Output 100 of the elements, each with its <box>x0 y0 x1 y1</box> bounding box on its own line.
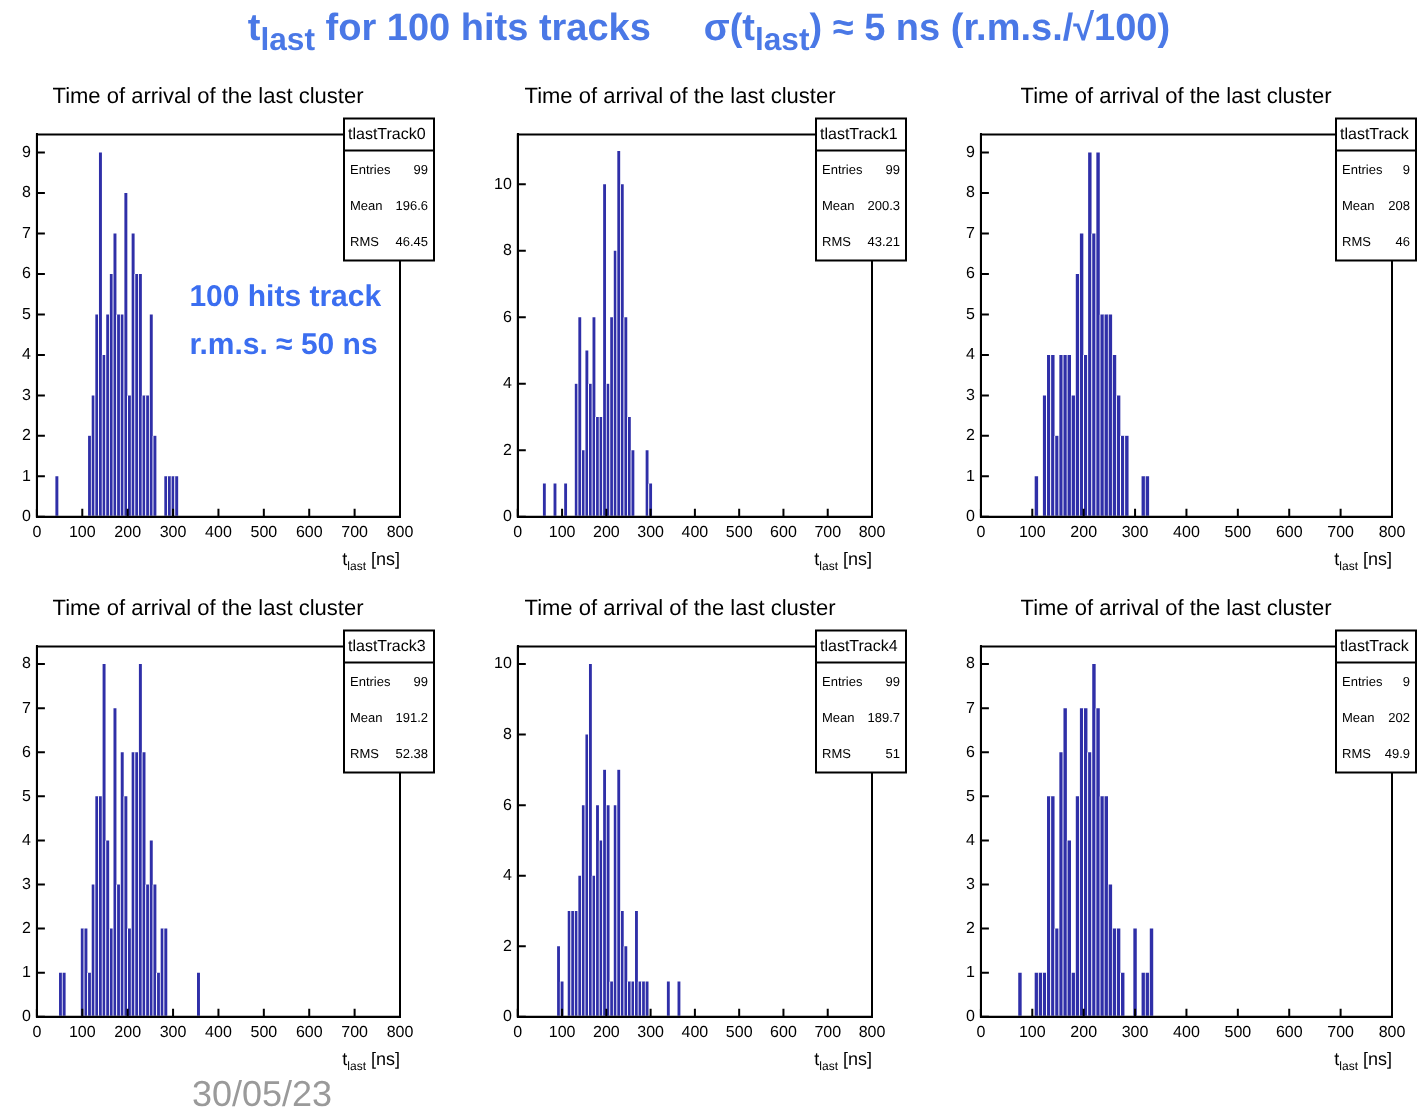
annotation: tlastTrack1 <box>820 124 899 143</box>
x-tick-label: 100 <box>548 1022 577 1041</box>
x-tick-label: 600 <box>1275 1022 1304 1041</box>
y-tick-label: 2 <box>965 426 976 445</box>
chart-title: Time of arrival of the last cluster <box>52 85 365 110</box>
x-tick-label: 600 <box>1275 522 1304 541</box>
y-tick-label: 5 <box>21 786 32 805</box>
y-tick-label: 2 <box>21 919 32 938</box>
y-tick-label: 4 <box>502 374 513 393</box>
y-tick-label: 4 <box>965 345 976 364</box>
x-tick-label: 700 <box>1327 1022 1356 1041</box>
x-tick-label: 600 <box>770 1022 798 1041</box>
y-tick-label: 2 <box>965 919 976 938</box>
y-tick-label: 5 <box>965 786 976 805</box>
y-tick-label: 1 <box>965 466 976 485</box>
y-tick-label: 7 <box>965 223 976 242</box>
y-tick-label: 4 <box>502 866 513 885</box>
y-tick-label: 0 <box>502 507 513 526</box>
x-tick-label: 600 <box>295 522 324 541</box>
x-tick-label: 500 <box>725 522 754 541</box>
y-tick-label: 6 <box>21 264 32 283</box>
y-tick-label: 5 <box>965 304 976 323</box>
x-tick-label: 200 <box>592 1022 621 1041</box>
x-tick-label: 600 <box>770 522 798 541</box>
x-tick-label: 400 <box>1173 522 1201 541</box>
x-tick-label: 400 <box>1173 1022 1201 1041</box>
x-tick-label: 100 <box>1018 1022 1047 1041</box>
x-tick-label: 500 <box>1224 522 1253 541</box>
y-tick-label: 5 <box>21 304 32 323</box>
x-tick-label: 700 <box>1327 522 1356 541</box>
y-tick-label: 0 <box>21 507 32 526</box>
x-tick-label: 700 <box>341 522 370 541</box>
x-tick-label: 400 <box>681 1022 710 1041</box>
x-tick-label: 800 <box>386 522 415 541</box>
y-tick-label: 9 <box>965 143 976 162</box>
y-tick-label: 2 <box>502 440 513 459</box>
y-tick-label: 2 <box>502 936 513 955</box>
y-tick-label: 1 <box>21 963 32 982</box>
x-tick-label: 800 <box>386 1022 415 1041</box>
y-tick-label: 7 <box>21 698 32 717</box>
x-tick-label: 400 <box>205 522 233 541</box>
x-tick-label: 500 <box>250 1022 279 1041</box>
y-tick-label: 8 <box>21 654 32 673</box>
x-tick-label: 800 <box>858 522 887 541</box>
chart-title: Time of arrival of the last cluster <box>524 597 837 622</box>
y-tick-label: 8 <box>965 183 976 202</box>
y-tick-label: 3 <box>965 874 976 893</box>
x-tick-label: 300 <box>1121 522 1150 541</box>
x-tick-label: 100 <box>548 522 577 541</box>
x-tick-label: 500 <box>1224 1022 1253 1041</box>
y-tick-label: 4 <box>21 830 32 849</box>
y-tick-label: 0 <box>502 1007 513 1026</box>
x-tick-label: 300 <box>637 1022 666 1041</box>
y-tick-label: 8 <box>21 183 32 202</box>
y-tick-label: 7 <box>965 698 976 717</box>
y-tick-label: 4 <box>21 345 32 364</box>
y-tick-label: 3 <box>965 385 976 404</box>
y-tick-label: 6 <box>21 742 32 761</box>
x-tick-label: 300 <box>159 1022 188 1041</box>
y-tick-label: 0 <box>965 1007 976 1026</box>
x-tick-label: 200 <box>114 1022 143 1041</box>
y-tick-label: 6 <box>502 795 513 814</box>
annotation: tlastTrack4 <box>820 636 899 655</box>
x-tick-label: 800 <box>1378 1022 1407 1041</box>
x-tick-label: 500 <box>725 1022 754 1041</box>
x-tick-label: 700 <box>814 1022 843 1041</box>
y-tick-label: 10 <box>493 174 513 193</box>
x-tick-label: 800 <box>1378 522 1407 541</box>
x-tick-label: 100 <box>68 522 97 541</box>
x-tick-label: 200 <box>114 522 143 541</box>
y-tick-label: 6 <box>502 307 513 326</box>
annotation: tlastTrack <box>1340 636 1411 655</box>
x-tick-label: 100 <box>68 1022 97 1041</box>
x-tick-label: 700 <box>341 1022 370 1041</box>
y-tick-label: 0 <box>965 507 976 526</box>
x-tick-label: 300 <box>159 522 188 541</box>
x-tick-label: 200 <box>592 522 621 541</box>
x-tick-label: 500 <box>250 522 279 541</box>
chart-title: Time of arrival of the last cluster <box>1020 597 1333 622</box>
annotation: 100 hits track r.m.s. ≈ 50 ns <box>189 280 383 363</box>
y-tick-label: 8 <box>965 654 976 673</box>
chart-title: Time of arrival of the last cluster <box>524 85 837 110</box>
y-tick-label: 2 <box>21 426 32 445</box>
y-tick-label: 3 <box>21 385 32 404</box>
y-tick-label: 0 <box>21 1007 32 1026</box>
y-tick-label: 9 <box>21 143 32 162</box>
y-tick-label: 6 <box>965 264 976 283</box>
x-tick-label: 400 <box>205 1022 233 1041</box>
chart-title: Time of arrival of the last cluster <box>1020 85 1333 110</box>
x-tick-label: 700 <box>814 522 843 541</box>
y-tick-label: 3 <box>21 874 32 893</box>
y-tick-label: 8 <box>502 241 513 260</box>
x-tick-label: 600 <box>295 1022 324 1041</box>
x-tick-label: 200 <box>1070 1022 1099 1041</box>
x-tick-label: 100 <box>1018 522 1047 541</box>
x-tick-label: 300 <box>637 522 666 541</box>
y-tick-label: 7 <box>21 223 32 242</box>
text: 30/05/23 <box>192 1074 333 1116</box>
annotation: tlastTrack0 <box>348 124 427 143</box>
chart-title: Time of arrival of the last cluster <box>52 597 365 622</box>
